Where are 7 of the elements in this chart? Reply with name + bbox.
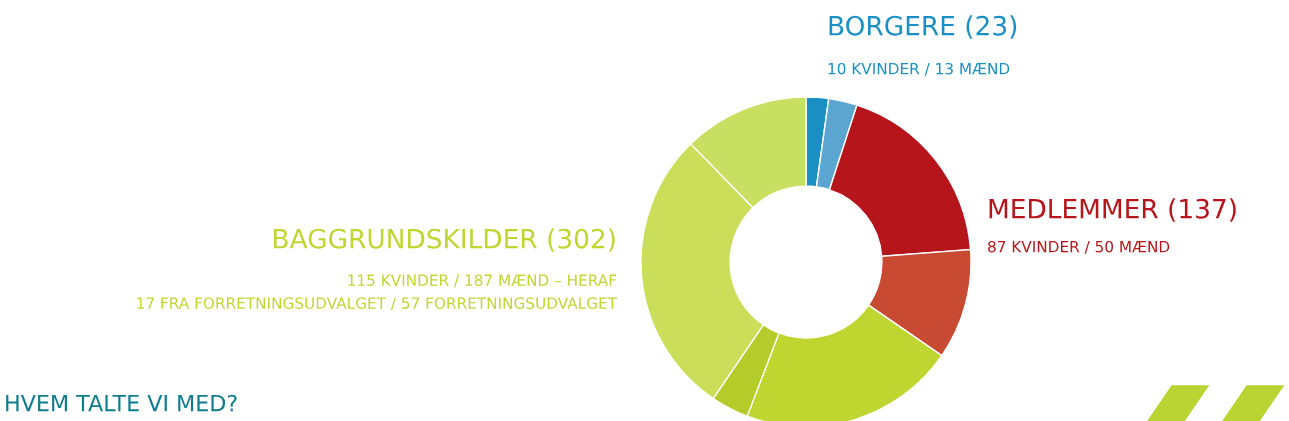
text: BORGERE (23) [829, 15, 1017, 39]
text: 115 KVINDER / 187 MÆND – HERAF 17 FRA FORRETNINGSUDVALGET / 57 FORRETNINGSUDVALGET [137, 274, 618, 311]
text: HVEM TALTE VI MED? [6, 394, 237, 412]
text: 10 KVINDER / 13 MÆND [828, 62, 1010, 76]
text: MEDLEMMER (137) [989, 198, 1236, 222]
text: BAGGRUNDSKILDER (302) [274, 228, 615, 252]
text: 87 KVINDER / 50 MÆND [988, 240, 1170, 254]
